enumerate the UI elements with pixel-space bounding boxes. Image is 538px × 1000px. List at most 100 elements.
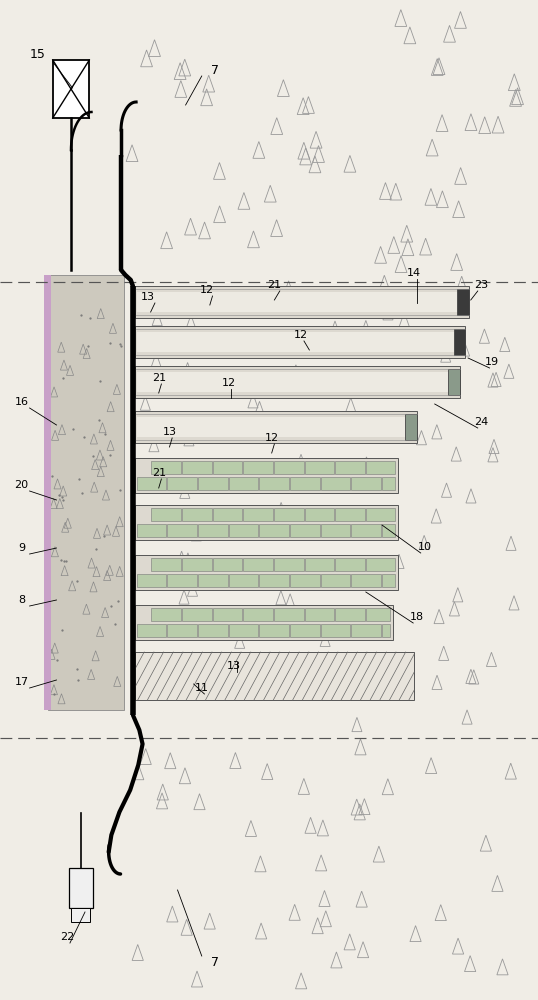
Bar bbox=[259, 477, 289, 490]
Bar bbox=[382, 624, 390, 637]
Text: 17: 17 bbox=[15, 677, 29, 687]
Text: 18: 18 bbox=[410, 612, 424, 622]
Bar bbox=[53, 60, 89, 118]
Bar bbox=[454, 329, 465, 355]
Bar bbox=[213, 461, 242, 474]
Bar bbox=[259, 624, 289, 637]
Bar bbox=[137, 332, 463, 352]
Bar bbox=[382, 477, 395, 490]
Text: 24: 24 bbox=[475, 417, 489, 427]
Text: 12: 12 bbox=[222, 378, 236, 388]
Text: 8: 8 bbox=[18, 595, 25, 605]
Bar bbox=[351, 477, 381, 490]
Bar bbox=[305, 461, 335, 474]
Text: 19: 19 bbox=[485, 357, 499, 367]
Text: 14: 14 bbox=[407, 268, 421, 278]
Bar bbox=[457, 289, 469, 315]
Bar bbox=[229, 477, 258, 490]
Bar bbox=[229, 624, 258, 637]
Text: 11: 11 bbox=[195, 683, 209, 693]
Bar bbox=[198, 524, 228, 537]
Bar bbox=[229, 574, 258, 587]
Bar bbox=[321, 524, 350, 537]
Bar bbox=[134, 605, 393, 640]
Bar bbox=[305, 558, 335, 571]
Text: 12: 12 bbox=[265, 433, 279, 443]
Bar bbox=[351, 624, 381, 637]
Bar bbox=[152, 461, 181, 474]
Text: 10: 10 bbox=[418, 542, 432, 552]
Bar bbox=[321, 477, 350, 490]
Bar bbox=[69, 868, 93, 908]
Bar bbox=[243, 508, 273, 521]
Text: 12: 12 bbox=[294, 330, 308, 340]
Bar bbox=[405, 414, 417, 440]
Text: 13: 13 bbox=[227, 661, 241, 671]
Bar bbox=[44, 275, 51, 710]
Bar bbox=[137, 477, 166, 490]
Bar bbox=[351, 574, 381, 587]
Bar bbox=[137, 574, 166, 587]
Bar bbox=[351, 524, 381, 537]
Bar bbox=[321, 574, 350, 587]
Bar bbox=[152, 558, 181, 571]
Bar bbox=[198, 574, 228, 587]
Bar bbox=[134, 366, 460, 398]
Bar bbox=[137, 372, 458, 392]
Bar bbox=[134, 411, 417, 443]
Bar bbox=[152, 608, 181, 621]
Bar bbox=[134, 458, 398, 493]
Text: 21: 21 bbox=[152, 373, 166, 383]
Bar bbox=[152, 508, 181, 521]
Bar bbox=[274, 508, 304, 521]
Text: 7: 7 bbox=[211, 64, 219, 77]
Bar bbox=[134, 505, 398, 540]
Bar bbox=[305, 608, 335, 621]
Bar bbox=[71, 908, 90, 922]
Bar bbox=[382, 574, 395, 587]
Bar bbox=[137, 417, 415, 437]
Bar bbox=[290, 624, 320, 637]
Bar bbox=[366, 558, 395, 571]
Bar bbox=[198, 624, 228, 637]
Text: 20: 20 bbox=[15, 480, 29, 490]
Bar bbox=[213, 608, 242, 621]
Bar bbox=[366, 508, 395, 521]
Bar bbox=[137, 524, 166, 537]
Bar bbox=[274, 608, 304, 621]
Bar bbox=[336, 508, 365, 521]
Bar bbox=[274, 461, 304, 474]
Bar bbox=[366, 608, 390, 621]
Text: 12: 12 bbox=[200, 285, 214, 295]
Bar bbox=[137, 624, 166, 637]
Text: 21: 21 bbox=[267, 280, 281, 290]
Text: 15: 15 bbox=[30, 48, 46, 62]
Bar bbox=[259, 574, 289, 587]
Bar bbox=[336, 461, 365, 474]
Text: 22: 22 bbox=[60, 932, 74, 942]
Bar bbox=[213, 508, 242, 521]
Bar bbox=[167, 477, 197, 490]
Bar bbox=[305, 508, 335, 521]
Bar bbox=[259, 524, 289, 537]
Text: 13: 13 bbox=[141, 292, 155, 302]
Bar bbox=[448, 369, 460, 395]
Bar bbox=[182, 558, 211, 571]
Bar bbox=[134, 286, 469, 318]
Bar bbox=[134, 652, 414, 700]
Bar bbox=[321, 624, 350, 637]
Bar bbox=[366, 461, 395, 474]
Text: 9: 9 bbox=[18, 543, 25, 553]
Bar bbox=[48, 275, 124, 710]
Bar bbox=[198, 477, 228, 490]
Text: 16: 16 bbox=[15, 397, 29, 407]
Text: 21: 21 bbox=[152, 468, 166, 478]
Bar bbox=[243, 608, 273, 621]
Bar bbox=[290, 477, 320, 490]
Bar bbox=[167, 574, 197, 587]
Bar bbox=[213, 558, 242, 571]
Bar bbox=[290, 574, 320, 587]
Bar bbox=[182, 461, 211, 474]
Bar bbox=[274, 558, 304, 571]
Bar bbox=[182, 608, 211, 621]
